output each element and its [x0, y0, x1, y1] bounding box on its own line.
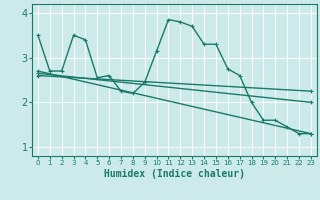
X-axis label: Humidex (Indice chaleur): Humidex (Indice chaleur): [104, 169, 245, 179]
